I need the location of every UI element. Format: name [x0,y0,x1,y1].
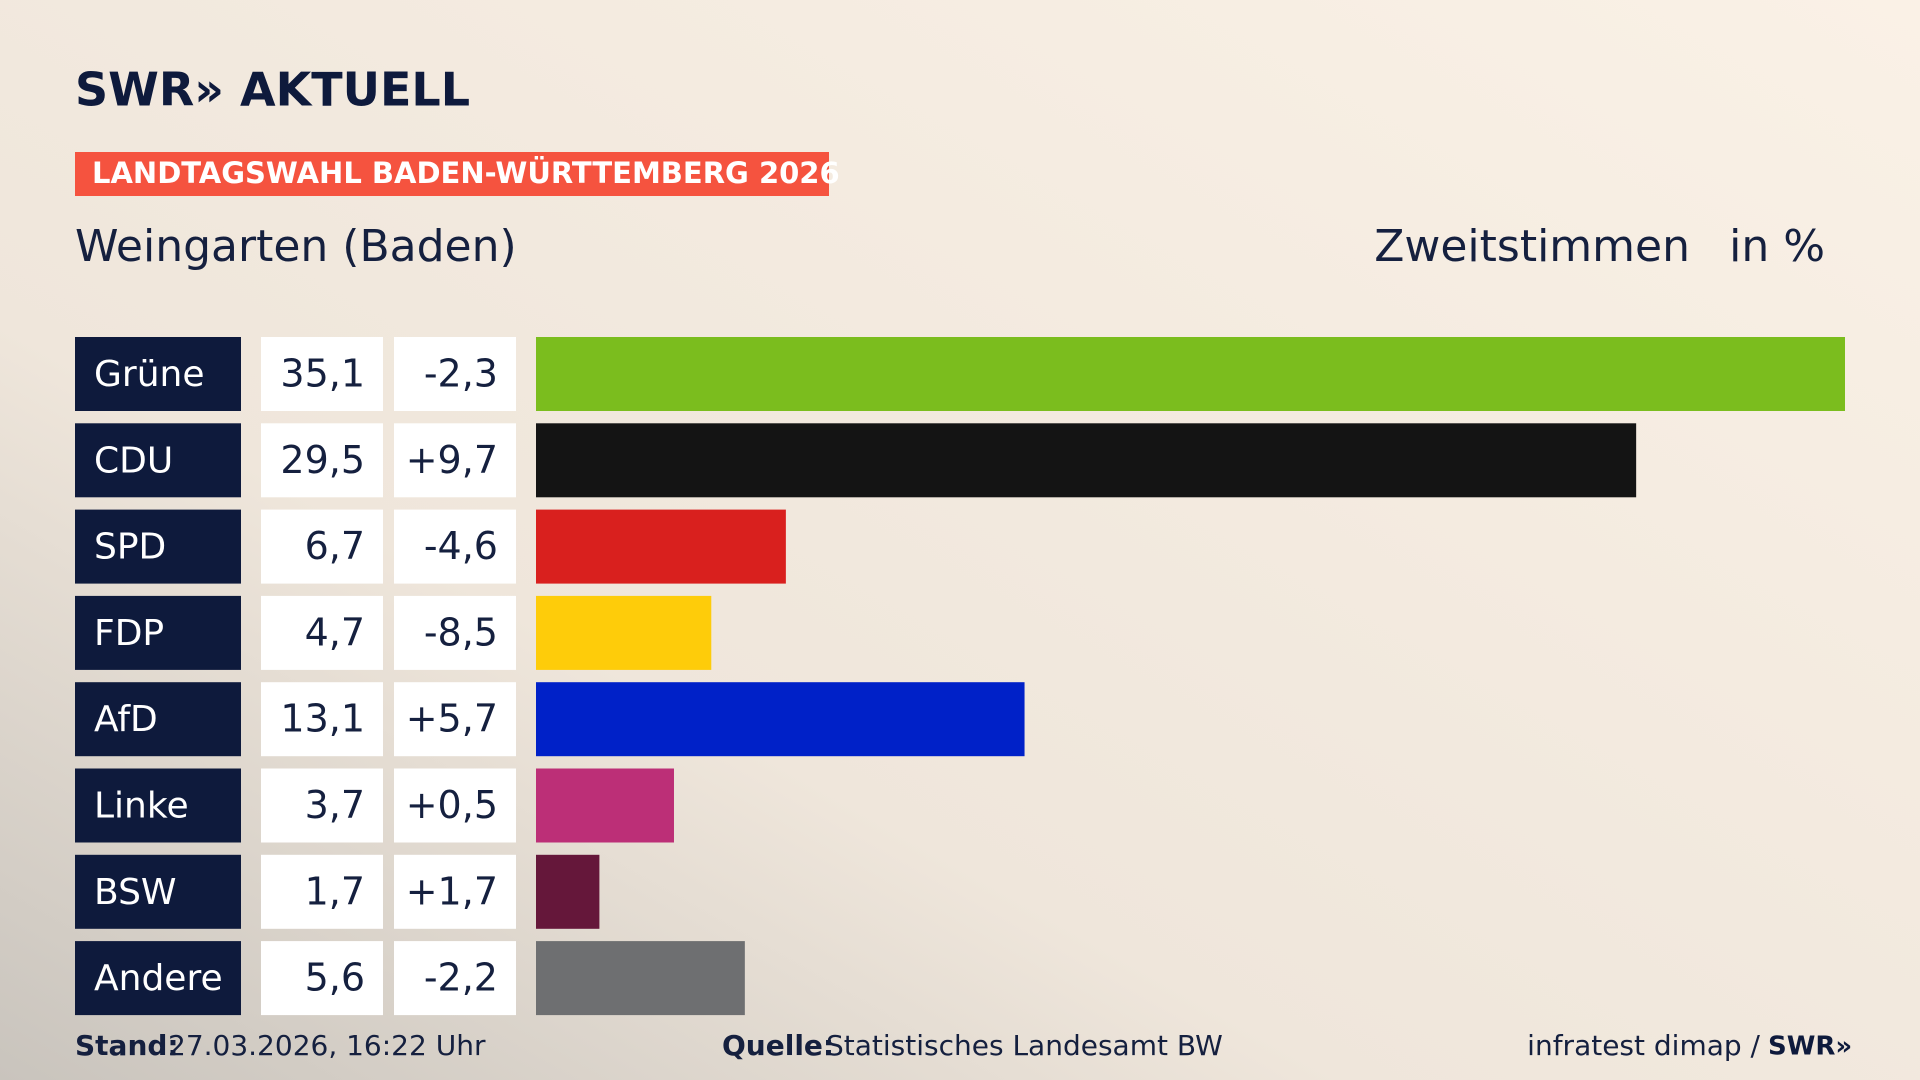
bar [536,854,600,929]
party-label: BSW [94,872,177,913]
value-label: 13,1 [280,697,365,741]
value-label: 4,7 [305,610,365,654]
stand: 27.03.2026, 16:22 Uhr [168,1029,486,1062]
party-box [75,941,241,1016]
credit-logo: SWR» [1768,1032,1852,1062]
unit: in % [1729,221,1825,272]
value-box [261,682,383,757]
change-box [394,509,516,584]
value-box [261,941,383,1016]
bar [536,337,1845,411]
chart-title: Weingarten (Baden) [75,221,517,272]
bar [536,595,712,670]
party-box [75,768,241,843]
party-box [75,595,241,670]
value-box [261,509,383,584]
change-box [394,423,516,498]
stand-label: Stand: [75,1029,179,1062]
party-box [75,423,241,498]
change-label: -2,2 [424,956,498,1000]
party-box [75,854,241,929]
value-box [261,595,383,670]
banner: LANDTAGSWAHL BADEN-WÜRTTEMBERG 2026 [92,156,840,190]
change-label: -8,5 [424,610,498,654]
party-box [75,682,241,757]
banner-bg [75,152,829,196]
value-label: 35,1 [280,352,365,396]
party-label: SPD [94,527,166,568]
change-label: +9,7 [406,438,498,482]
party-box [75,509,241,584]
value-label: 5,6 [305,956,365,1000]
bar [536,423,1637,498]
change-label: +1,7 [406,869,498,913]
party-label: CDU [94,440,173,481]
party-label: Grüne [94,354,204,395]
change-label: -4,6 [424,524,498,568]
bar [536,682,1025,757]
value-label: 6,7 [305,524,365,568]
logo: SWR» AKTUELL [75,63,470,117]
source: Statistisches Landesamt BW [826,1029,1223,1062]
change-box [394,854,516,929]
party-box [75,337,241,411]
value-box [261,854,383,929]
value-box [261,423,383,498]
change-box [394,768,516,843]
party-label: FDP [94,613,164,654]
change-label: +5,7 [406,697,498,741]
bar [536,941,745,1016]
subtitle: Zweitstimmen [1374,221,1690,272]
value-label: 29,5 [280,438,365,482]
change-box [394,595,516,670]
bar [536,509,786,584]
change-box [394,337,516,411]
change-label: +0,5 [406,783,498,827]
party-label: AfD [94,699,158,740]
source-label: Quelle: [722,1029,834,1062]
value-box [261,337,383,411]
party-label: Andere [94,958,223,999]
change-label: -2,3 [424,352,498,396]
party-label: Linke [94,786,189,827]
value-label: 3,7 [305,783,365,827]
value-box [261,768,383,843]
change-box [394,682,516,757]
bar [536,768,674,843]
change-box [394,941,516,1016]
value-label: 1,7 [305,869,365,913]
credit: infratest dimap / [1527,1029,1760,1062]
